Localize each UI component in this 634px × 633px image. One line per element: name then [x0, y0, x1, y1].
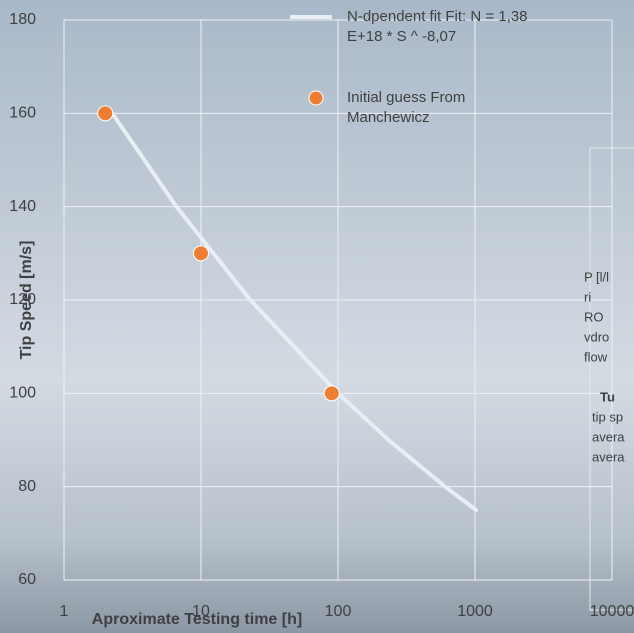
- side-panel-box: [589, 147, 634, 611]
- x-tick-label: 1000: [457, 603, 493, 620]
- y-tick-label: 160: [9, 105, 36, 122]
- legend-swatch: [308, 90, 324, 106]
- fit-line: [110, 111, 479, 512]
- x-axis-label: Aproximate Testing time [h]: [92, 611, 302, 628]
- y-tick-label: 60: [18, 571, 36, 588]
- side-panel-text: avera: [592, 429, 625, 444]
- data-point: [323, 385, 340, 402]
- data-point: [97, 105, 114, 122]
- x-tick-label: 1: [60, 603, 69, 620]
- y-tick-label: 80: [18, 478, 36, 495]
- side-panel-text: vdro: [584, 329, 609, 344]
- side-panel-text: P [l/l: [584, 269, 609, 284]
- y-tick-label: 100: [9, 385, 36, 402]
- x-tick-label: 100: [325, 603, 352, 620]
- legend-label: N-dpendent fit Fit: N = 1,38 E+18 * S ^ …: [347, 8, 528, 45]
- legend-label: Initial guess From Manchewicz: [347, 89, 466, 126]
- side-panel-text: avera: [592, 449, 625, 464]
- side-panel-text: flow: [584, 349, 608, 364]
- y-axis-label: Tip Speed [m/s]: [18, 241, 35, 360]
- x-tick-label: 10000: [590, 603, 634, 620]
- side-panel-text: ri: [584, 289, 591, 304]
- y-tick-label: 140: [9, 198, 36, 215]
- side-panel-text: tip sp: [592, 409, 623, 424]
- side-panel-text: Tu: [600, 389, 615, 404]
- data-point: [193, 245, 209, 262]
- y-tick-label: 120: [9, 291, 36, 308]
- x-tick-label: 10: [192, 603, 210, 620]
- side-panel-text: RO: [584, 309, 604, 324]
- y-tick-label: 180: [9, 11, 36, 28]
